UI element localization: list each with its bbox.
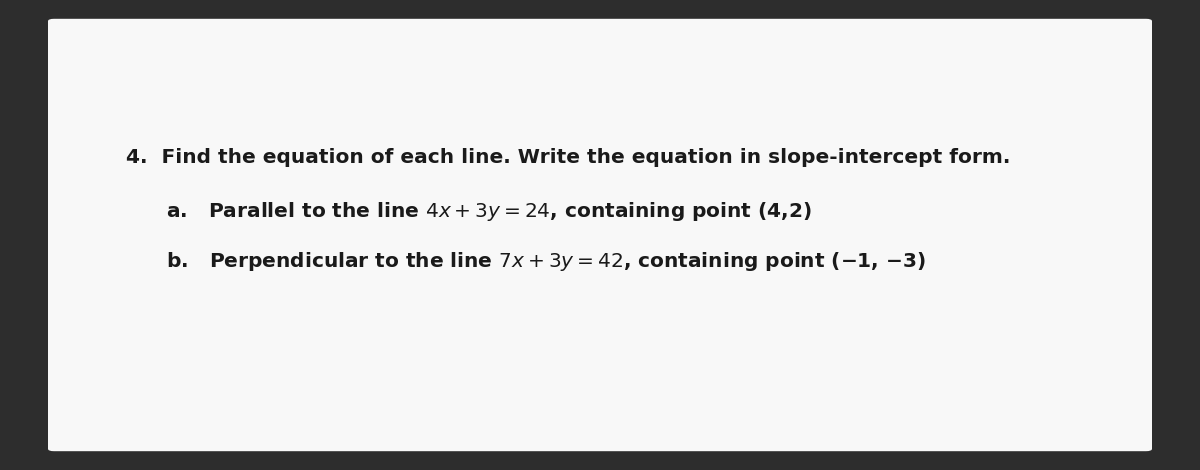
Text: 4.  Find the equation of each line. Write the equation in slope-intercept form.: 4. Find the equation of each line. Write… [126,148,1010,167]
Text: a.   Parallel to the line $4x + 3y = 24$, containing point (4,2): a. Parallel to the line $4x + 3y = 24$, … [166,200,811,223]
Text: b.   Perpendicular to the line $7x + 3y = 42$, containing point (−1, −3): b. Perpendicular to the line $7x + 3y = … [166,250,925,273]
